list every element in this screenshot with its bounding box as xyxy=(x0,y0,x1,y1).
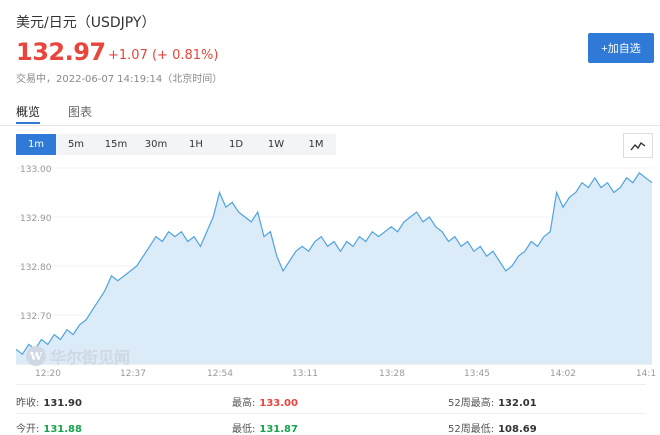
add-watchlist-button[interactable]: +加自选 xyxy=(588,33,654,63)
stats-divider-top xyxy=(16,384,646,385)
tab-chart[interactable]: 图表 xyxy=(68,105,93,119)
interval-1h[interactable]: 1H xyxy=(189,139,203,150)
interval-selector: 1m 5m 15m 30m 1H 1D 1W 1M xyxy=(16,134,336,155)
current-price: 132.97 xyxy=(16,38,106,66)
line-chart-icon xyxy=(630,141,646,150)
watermark-text: 华尔街见闻 xyxy=(50,348,131,367)
x-tick-label: 14:02 xyxy=(550,369,576,379)
stat-high: 最高: 133.00 xyxy=(232,398,298,409)
x-tick-label: 12:54 xyxy=(207,369,233,379)
x-tick-label: 14:1 xyxy=(636,369,656,379)
interval-1d[interactable]: 1D xyxy=(228,139,244,150)
y-tick-label: 132.80 xyxy=(20,263,52,273)
watermark-logo-icon: W xyxy=(26,346,46,366)
stat-prev-close: 昨收: 131.90 xyxy=(16,398,82,409)
price-area xyxy=(16,172,652,364)
divider xyxy=(0,125,660,126)
price-line xyxy=(15,172,653,356)
price-chart: 133.00 132.90 132.80 132.70 12:20 12:37 12:54… xyxy=(15,165,656,379)
stat-low: 最低: 131.87 xyxy=(232,424,298,435)
instrument-title: 美元/日元（USDJPY） xyxy=(16,15,156,31)
stat-open: 今开: 131.88 xyxy=(16,424,82,435)
x-tick-label: 13:11 xyxy=(292,369,318,379)
stats-divider-mid xyxy=(16,413,646,414)
interval-1w[interactable]: 1W xyxy=(267,139,285,150)
interval-30m[interactable]: 30m xyxy=(144,139,168,150)
stat-52wk-low: 52周最低: 108.69 xyxy=(448,424,537,435)
interval-1m[interactable]: 1m xyxy=(16,134,56,155)
y-tick-label: 132.70 xyxy=(20,312,52,322)
y-tick-label: 132.90 xyxy=(20,214,52,224)
x-tick-label: 13:28 xyxy=(379,369,405,379)
watermark: W 华尔街见闻 xyxy=(26,344,130,368)
interval-15m[interactable]: 15m xyxy=(104,139,128,150)
active-tab-indicator xyxy=(16,122,40,124)
trading-status: 交易中，2022-06-07 14:19:14（北京时间） xyxy=(16,74,223,85)
interval-1mo[interactable]: 1M xyxy=(308,139,324,150)
tab-bar: 概览 图表 xyxy=(16,103,92,120)
x-tick-label: 12:20 xyxy=(35,369,61,379)
stat-52wk-high: 52周最高: 132.01 xyxy=(448,398,537,409)
chart-type-toggle[interactable] xyxy=(623,133,653,158)
x-tick-label: 13:45 xyxy=(464,369,490,379)
x-tick-label: 12:37 xyxy=(120,369,146,379)
price-change: +1.07 (+ 0.81%) xyxy=(108,48,219,63)
tab-overview[interactable]: 概览 xyxy=(16,105,41,119)
interval-5m[interactable]: 5m xyxy=(67,139,85,150)
y-tick-label: 133.00 xyxy=(20,165,52,175)
